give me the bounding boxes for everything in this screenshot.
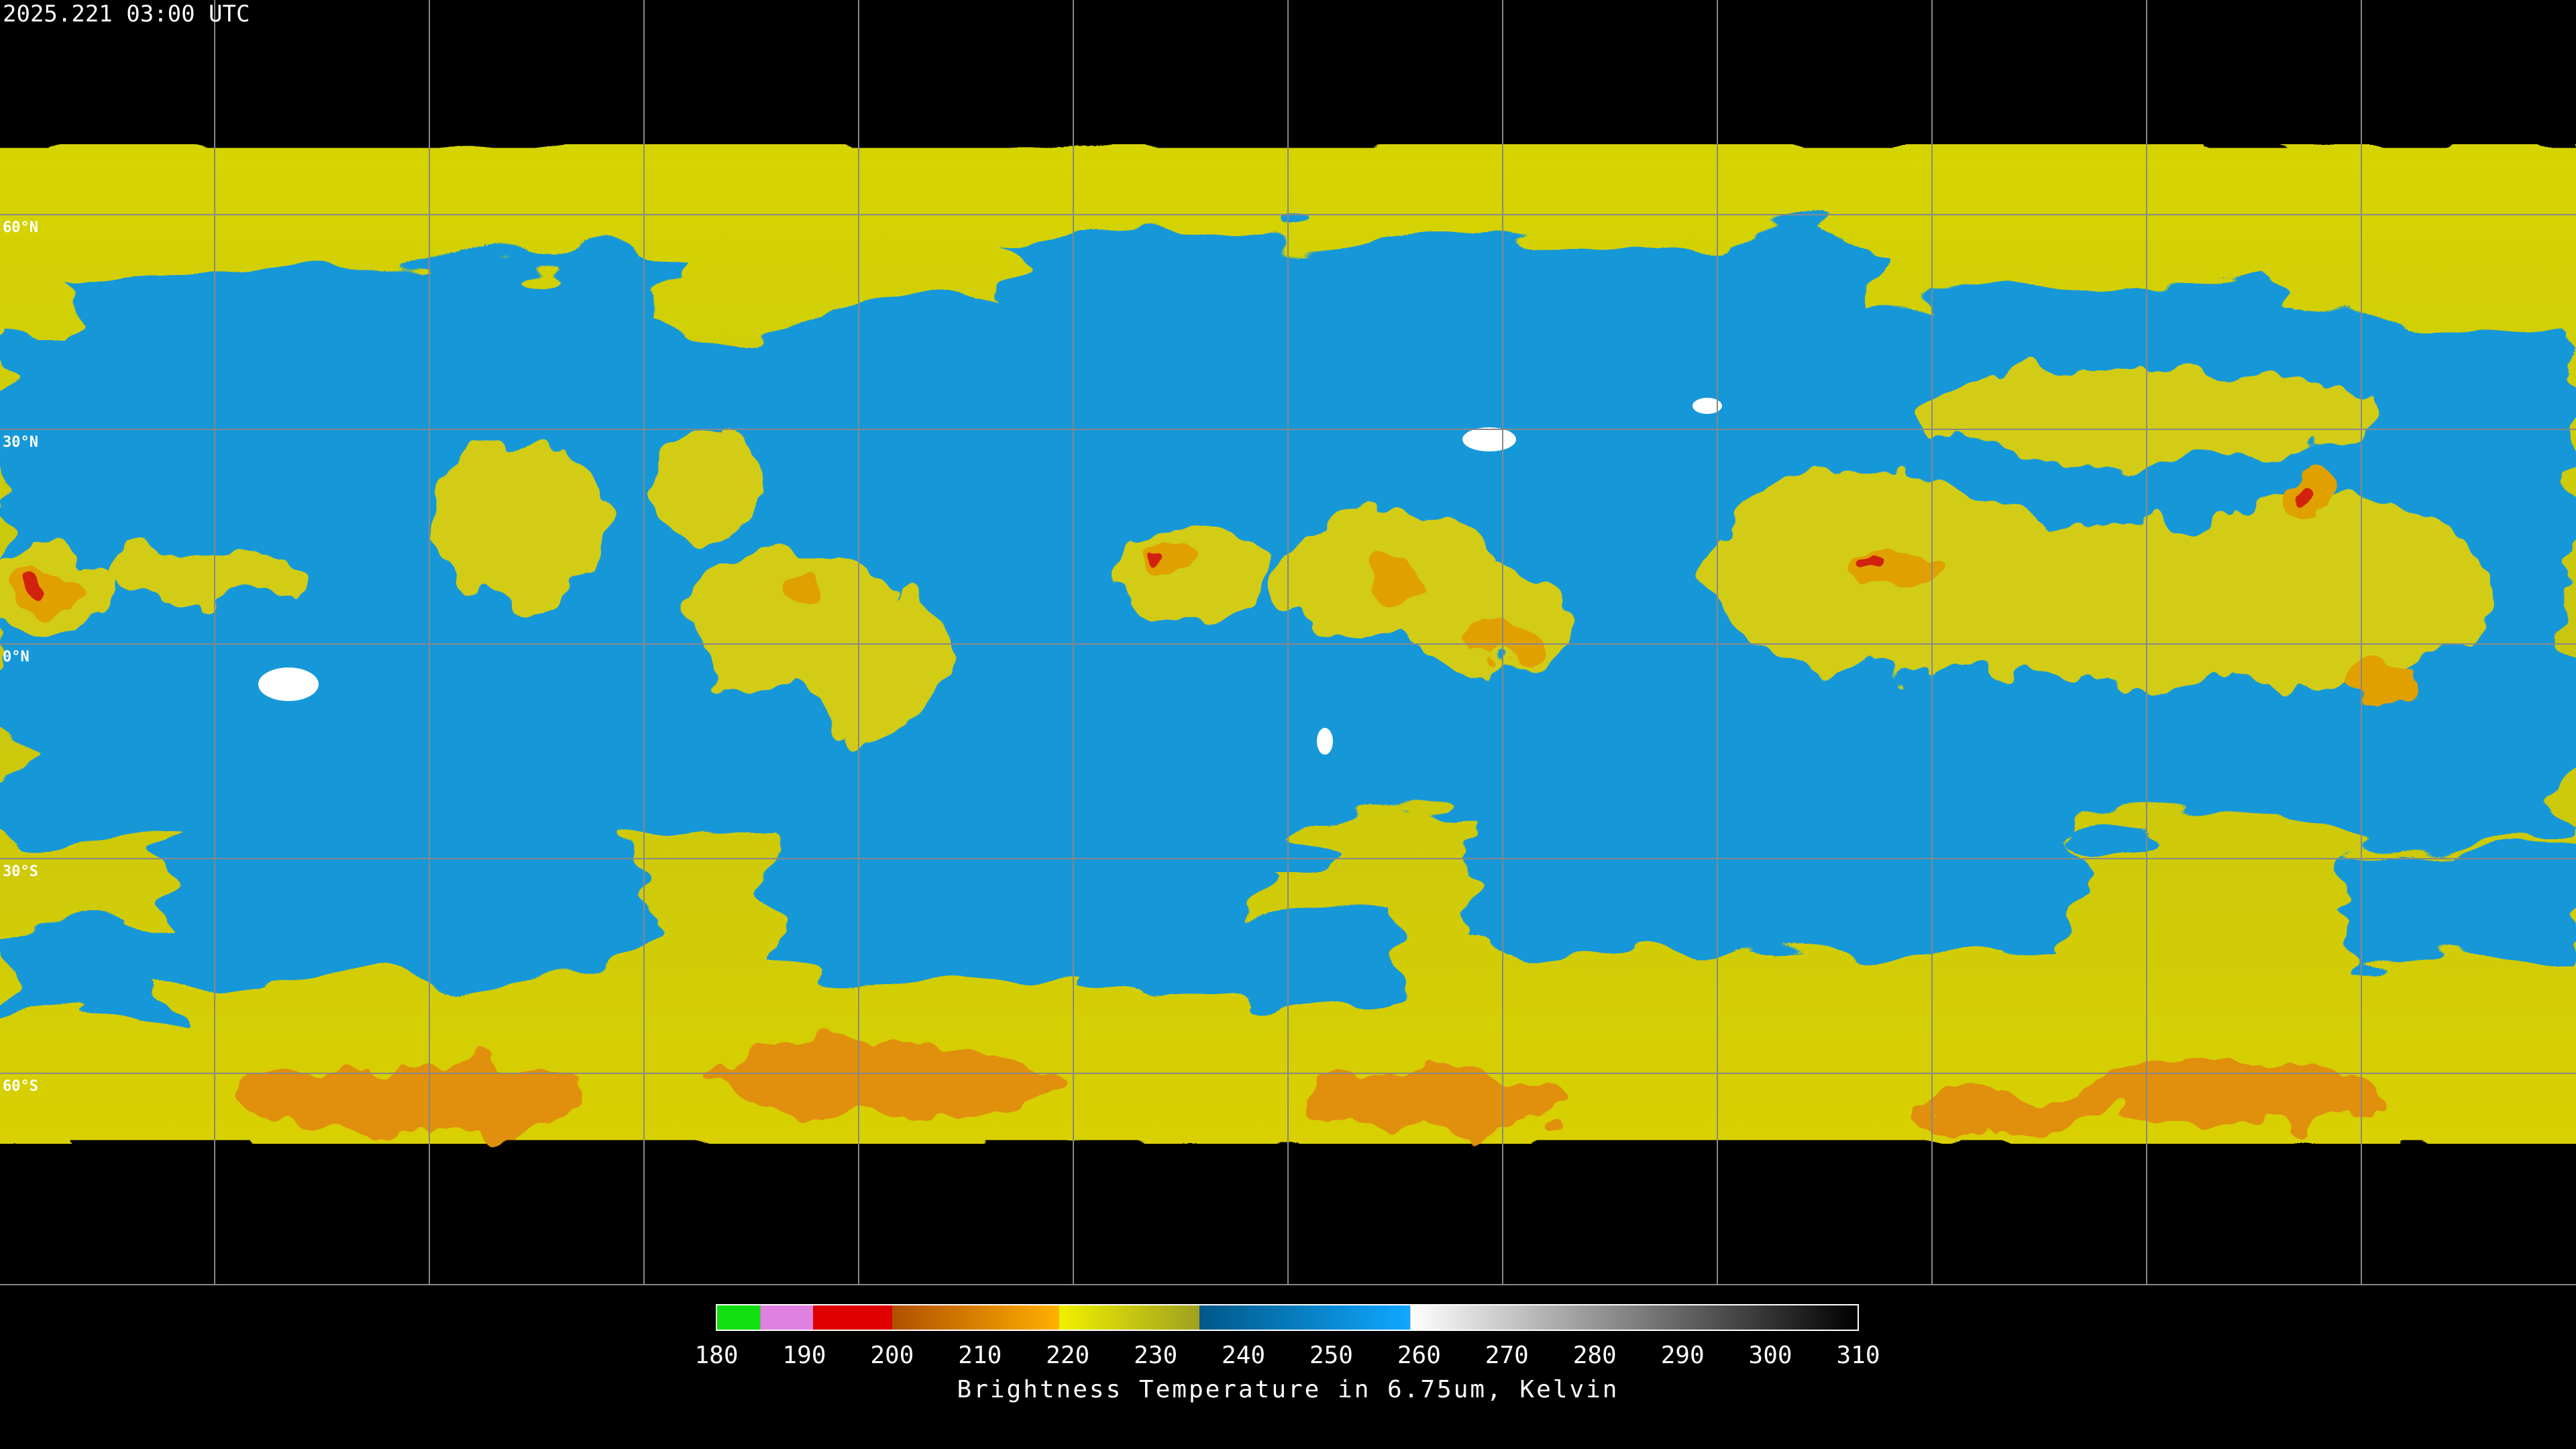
colorbar-tick-label: 210: [958, 1342, 1002, 1369]
latitude-label: 30°S: [3, 863, 38, 880]
latitude-label: 60°N: [3, 219, 38, 236]
colorbar-tick-label: 260: [1397, 1342, 1441, 1369]
colorbar-tick-label: 230: [1134, 1342, 1177, 1369]
colorbar-tick-label: 280: [1573, 1342, 1617, 1369]
timestamp: 2025.221 03:00 UTC: [3, 1, 250, 28]
latitude-label: 60°S: [3, 1078, 38, 1095]
colorbar-segment: [813, 1305, 892, 1330]
colorbar-tick-label: 300: [1749, 1342, 1792, 1369]
water-vapor-map: 60°N 30°N 0°N 30°S 60°S: [0, 0, 2576, 1288]
colorbar-tick-label: 270: [1485, 1342, 1529, 1369]
graticule: [0, 0, 2576, 1285]
colorbar: 180 190 200 210 220 230 240 250 260 270 280 290 300 3…: [694, 1304, 1880, 1369]
colorbar-tick-label: 220: [1046, 1342, 1089, 1369]
colorbar-segment: [1199, 1305, 1411, 1330]
warm-spots: [258, 398, 1722, 755]
colorbar-tick-label: 190: [782, 1342, 826, 1369]
colorbar-tick-label: 250: [1309, 1342, 1353, 1369]
colorbar-tick-label: 200: [870, 1342, 914, 1369]
latitude-label: 0°N: [3, 649, 30, 665]
colorbar-tick-label: 310: [1836, 1342, 1880, 1369]
colorbar-segment: [892, 1305, 1059, 1330]
colorbar-segment: [716, 1305, 761, 1330]
colorbar-frame: [716, 1304, 1859, 1331]
colorbar-tick-label: 290: [1661, 1342, 1705, 1369]
colorbar-tick-label: 240: [1222, 1342, 1265, 1369]
colorbar-label: Brightness Temperature in 6.75um, Kelvin: [957, 1376, 1619, 1403]
latitude-labels: 60°N 30°N 0°N 30°S 60°S: [3, 219, 38, 1095]
latitude-label: 30°N: [3, 434, 38, 451]
colorbar-tick-label: 180: [694, 1342, 738, 1369]
colorbar-segment: [760, 1305, 814, 1330]
convective-clouds: [0, 369, 2482, 1134]
colorbar-segment: [1410, 1305, 1858, 1330]
colorbar-segment: [1059, 1305, 1200, 1330]
